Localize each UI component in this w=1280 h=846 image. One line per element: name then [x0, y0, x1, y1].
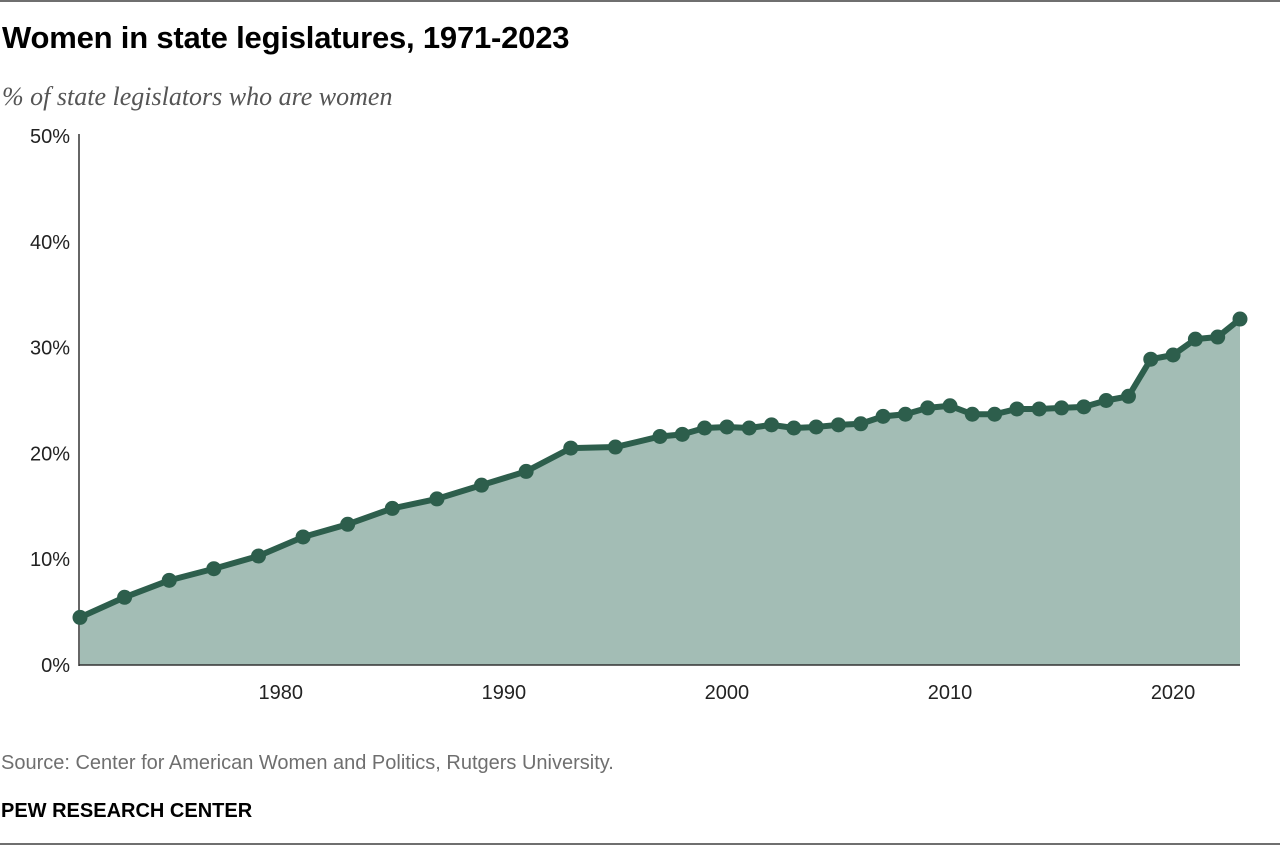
- data-point-2020: [1165, 347, 1181, 363]
- data-point-1989: [474, 477, 490, 493]
- data-point-1983: [340, 516, 356, 532]
- data-point-2022: [1210, 329, 1226, 345]
- x-tick-label: 1990: [482, 682, 527, 704]
- data-point-1997: [652, 428, 668, 444]
- data-point-2019: [1143, 351, 1159, 367]
- data-point-1987: [429, 491, 445, 507]
- data-point-1993: [563, 440, 579, 456]
- data-point-2017: [1098, 393, 1114, 408]
- y-tick-label: 50%: [30, 126, 70, 148]
- data-point-2004: [808, 419, 824, 435]
- data-point-1995: [607, 439, 623, 455]
- data-point-1975: [161, 572, 177, 588]
- data-point-2008: [897, 406, 913, 422]
- chart-subtitle: % of state legislators who are women: [2, 82, 393, 111]
- data-point-1991: [518, 463, 534, 479]
- source-note: Source: Center for American Women and Po…: [1, 752, 614, 774]
- x-tick-label: 2000: [705, 682, 750, 704]
- chart-title: Women in state legislatures, 1971-2023: [2, 20, 570, 55]
- data-point-2012: [987, 406, 1003, 422]
- data-point-1971: [72, 609, 88, 625]
- data-point-1981: [295, 529, 311, 545]
- data-point-1998: [674, 426, 690, 442]
- area-layer: [80, 319, 1240, 665]
- y-axis-ticks: 0% 10% 20% 30% 40% 50%: [30, 126, 70, 677]
- y-tick-label: 10%: [30, 549, 70, 571]
- axis-layer: [78, 134, 1240, 666]
- data-point-2023: [1232, 311, 1248, 327]
- y-tick-label: 20%: [30, 443, 70, 465]
- x-tick-label: 1980: [259, 682, 304, 704]
- x-axis-ticks: 1980 1990 2000 2010 2020: [259, 682, 1196, 704]
- data-point-2009: [920, 400, 936, 416]
- area-chart: 0% 10% 20% 30% 40% 50% 1980 1990 2000 2010 2020: [30, 126, 1248, 704]
- data-point-1985: [384, 500, 400, 516]
- data-point-2003: [786, 420, 802, 436]
- bottom-rule: [0, 843, 1280, 845]
- data-point-2021: [1187, 331, 1203, 347]
- data-point-2014: [1031, 401, 1047, 417]
- data-point-2007: [875, 408, 891, 424]
- data-point-1999: [697, 420, 713, 436]
- data-point-1977: [206, 561, 222, 577]
- data-point-2006: [853, 416, 869, 432]
- data-point-2018: [1120, 388, 1136, 404]
- data-point-2016: [1076, 399, 1092, 415]
- y-tick-label: 40%: [30, 232, 70, 254]
- data-point-2005: [830, 417, 846, 433]
- data-point-2002: [764, 417, 780, 433]
- data-point-1979: [250, 548, 266, 564]
- brand-logo-text: PEW RESEARCH CENTER: [1, 800, 253, 822]
- marker-layer: [72, 311, 1248, 625]
- data-point-2000: [719, 419, 735, 435]
- area-fill: [80, 319, 1240, 665]
- x-tick-label: 2020: [1151, 682, 1196, 704]
- data-point-2011: [964, 406, 980, 422]
- y-tick-label: 0%: [41, 655, 70, 677]
- y-tick-label: 30%: [30, 338, 70, 360]
- x-tick-label: 2010: [928, 682, 973, 704]
- data-point-2013: [1009, 401, 1025, 417]
- data-point-2010: [942, 398, 958, 414]
- series-line: [77, 316, 1243, 621]
- data-point-2001: [741, 420, 757, 436]
- line-layer: [77, 316, 1243, 621]
- top-rule: [0, 0, 1280, 2]
- data-point-1973: [117, 589, 133, 605]
- data-point-2015: [1054, 400, 1070, 416]
